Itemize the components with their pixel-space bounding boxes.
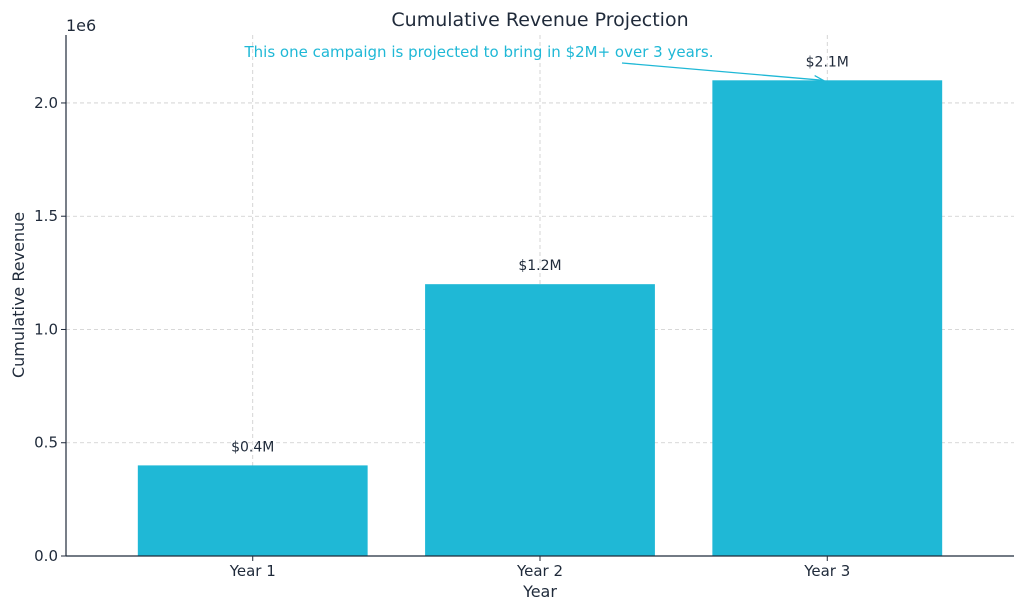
annotation-layer: This one campaign is projected to bring … <box>243 43 825 85</box>
annotation-arrow <box>621 62 824 81</box>
annotation-arrowhead <box>813 74 825 85</box>
annotation-text: This one campaign is projected to bring … <box>243 43 713 61</box>
chart-title: Cumulative Revenue Projection <box>391 9 688 31</box>
bar <box>137 465 368 556</box>
y-tick-label: 0.0 <box>34 547 58 565</box>
bar <box>712 80 943 556</box>
data-labels-layer: $0.4M $1.2M $2.1M <box>231 54 849 455</box>
y-tick-label: 2.0 <box>34 94 58 112</box>
x-axis-title: Year <box>522 582 557 601</box>
y-tick-label: 0.5 <box>34 434 58 452</box>
x-tick-label: Year 1 <box>229 562 276 580</box>
y-axis-offset-label: 1e6 <box>66 16 96 35</box>
x-tick-label: Year 2 <box>516 562 563 580</box>
y-axis-title: Cumulative Revenue <box>9 212 28 378</box>
bars-layer <box>137 80 943 556</box>
data-label: $2.1M <box>806 54 849 70</box>
data-label: $0.4M <box>231 439 274 455</box>
x-tick-label: Year 3 <box>803 562 850 580</box>
y-tick-label: 1.0 <box>34 320 58 338</box>
data-label: $1.2M <box>518 258 561 274</box>
y-tick-label: 1.5 <box>34 207 58 225</box>
bar <box>425 284 655 556</box>
ticks-layer: 0.0 0.5 1.0 1.5 2.0 Year 1 Year 2 Year 3 <box>34 94 850 580</box>
